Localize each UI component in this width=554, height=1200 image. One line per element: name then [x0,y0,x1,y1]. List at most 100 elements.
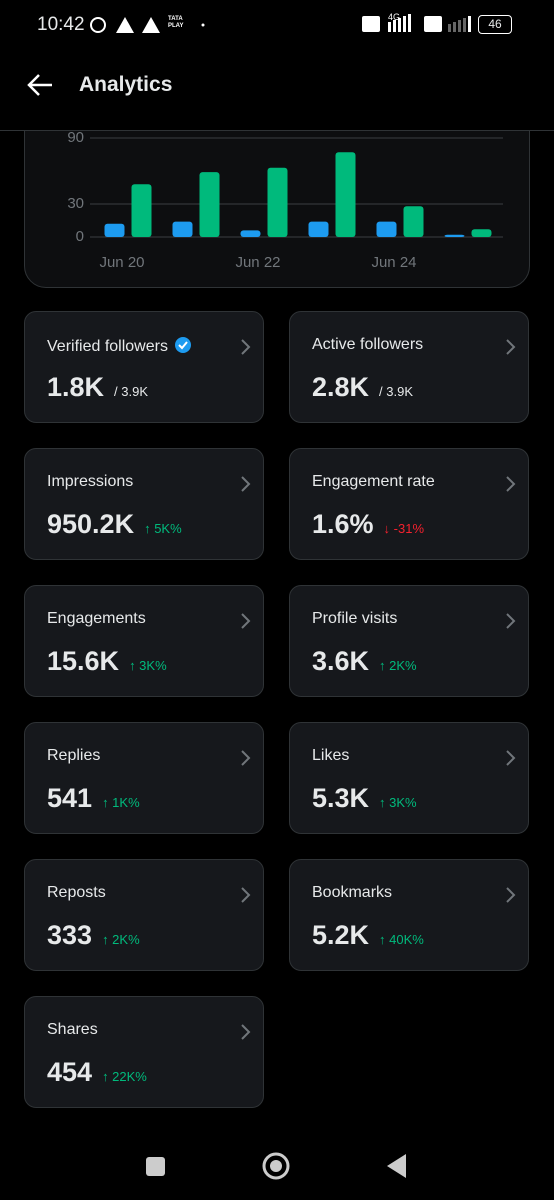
header: Analytics [0,50,554,131]
page-title: Analytics [79,73,173,96]
metric-number: 1.8K [47,372,105,402]
metric-value: 333 ↑ 2K% [47,920,140,951]
bar [172,221,193,237]
metric-total: / 3.9K [379,384,414,399]
bar [131,184,152,237]
bar [199,172,220,237]
metric-label: Profile visits [312,610,398,627]
recents-button[interactable] [146,1157,165,1176]
metric-number: 454 [47,1057,93,1087]
bar [335,152,356,237]
chevron [241,476,251,492]
chevron [506,476,516,492]
metric-card[interactable]: Verified followers 1.8K / 3.9K [24,311,264,423]
verified-badge [174,337,191,353]
metric-card[interactable]: Shares 454 ↑ 22K% [24,996,264,1108]
metric-value: 1.6% ↓ -31% [312,509,424,540]
metric-total: / 3.9K [114,384,149,399]
x-tick-label: Jun 24 [371,254,416,271]
bar [240,230,261,237]
metric-change: ↑ 2K% [379,658,417,673]
metric-change: ↑ 3K% [379,795,417,810]
y-tick-label: 30 [67,195,84,212]
metric-label: Replies [47,747,101,764]
clock: 10:42 [37,14,85,35]
back-button[interactable] [26,73,54,97]
metric-number: 950.2K [47,509,135,539]
battery: 46 [478,15,512,34]
metric-card[interactable]: Profile visits 3.6K ↑ 2K% [289,585,529,697]
network: 4G [388,12,401,22]
bar [403,206,424,237]
metric-number: 2.8K [312,372,370,402]
metric-value: 5.2K ↑ 40K% [312,920,424,951]
bar [444,234,465,237]
y-tick-label: 0 [76,228,84,245]
metric-change: ↑ 3K% [129,658,167,673]
metric-card[interactable]: Replies 541 ↑ 1K% [24,722,264,834]
chevron [241,887,251,903]
metric-change: ↑ 2K% [102,932,140,947]
metric-card[interactable]: Engagements 15.6K ↑ 3K% [24,585,264,697]
chevron [241,1024,251,1040]
metric-number: 1.6% [312,509,374,539]
metric-number: 3.6K [312,646,370,676]
metric-number: 541 [47,783,93,813]
bar [308,221,329,237]
metric-label: Engagements [47,610,146,627]
x-tick-label: Jun 20 [99,254,144,271]
chart: 0 30 90 Jun 20 Jun 22 Jun 24 [67,129,503,271]
metric-number: 5.3K [312,783,370,813]
metric-card[interactable]: Bookmarks 5.2K ↑ 40K% [289,859,529,971]
chevron [506,339,516,355]
metric-label: Active followers [312,336,424,353]
bar [267,167,288,237]
metric-label: Likes [312,747,350,764]
metric-label: Verified followers [47,336,192,356]
metric-card[interactable]: Impressions 950.2K ↑ 5K% [24,448,264,560]
bar [104,223,125,237]
metric-value: 2.8K / 3.9K [312,372,413,403]
metric-number: 15.6K [47,646,120,676]
chevron [506,613,516,629]
bar [471,229,492,237]
metric-value: 5.3K ↑ 3K% [312,783,417,814]
chevron [241,339,251,355]
metric-label: Shares [47,1021,98,1038]
metric-value: 1.8K / 3.9K [47,372,148,403]
metric-card[interactable]: Engagement rate 1.6% ↓ -31% [289,448,529,560]
chevron [241,613,251,629]
metric-label: Bookmarks [312,884,393,901]
metric-value: 950.2K ↑ 5K% [47,509,182,540]
signal-icons [362,14,471,32]
status-bar: 10:42 TATA PLAY 4G 46 [0,0,554,50]
metric-card[interactable]: Active followers 2.8K / 3.9K [289,311,529,423]
metric-value: 541 ↑ 1K% [47,783,140,814]
y-tick-label: 90 [67,129,84,146]
metric-label: Reposts [47,884,106,901]
metric-number: 333 [47,920,93,950]
metric-label: Impressions [47,473,134,490]
metric-change: ↑ 40K% [379,932,424,947]
metric-value: 454 ↑ 22K% [47,1057,147,1088]
metric-card[interactable]: Reposts 333 ↑ 2K% [24,859,264,971]
bar [376,221,397,237]
chevron [241,750,251,766]
chevron [506,750,516,766]
status-icons [90,17,205,33]
carrier: TATA PLAY [168,16,184,29]
metric-label: Engagement rate [312,473,435,490]
metric-change: ↓ -31% [383,521,425,536]
chevron [506,887,516,903]
back-nav-button[interactable] [387,1154,406,1178]
home-button[interactable] [262,1152,290,1180]
metric-value: 3.6K ↑ 2K% [312,646,417,677]
metric-value: 15.6K ↑ 3K% [47,646,167,677]
nav-bar [146,1152,406,1180]
metric-change: ↑ 5K% [144,521,182,536]
x-tick-label: Jun 22 [235,254,280,271]
metric-number: 5.2K [312,920,370,950]
metric-card[interactable]: Likes 5.3K ↑ 3K% [289,722,529,834]
metric-change: ↑ 22K% [102,1069,147,1084]
